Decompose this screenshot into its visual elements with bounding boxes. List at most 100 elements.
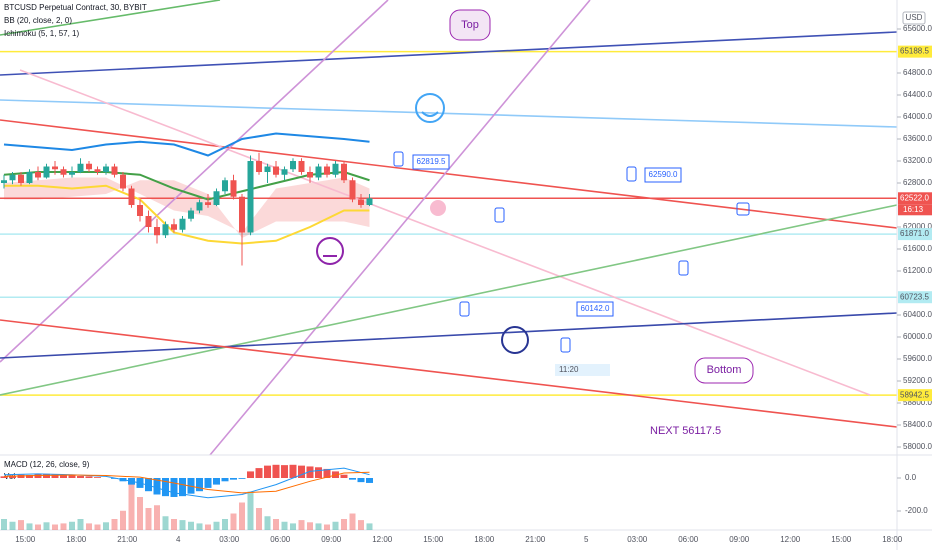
- hand-icon[interactable]: [494, 207, 505, 223]
- time-marker-text: 11:20: [559, 365, 579, 374]
- indicator-label: BB (20, close, 2, 0): [4, 16, 72, 25]
- candle-body: [205, 202, 211, 205]
- currency-badge[interactable]: [902, 11, 926, 25]
- candle-body: [120, 174, 126, 189]
- price-tick-label: 64800.0: [903, 68, 932, 77]
- volume-bar: [9, 521, 16, 530]
- volume-bar: [273, 519, 279, 530]
- volume-bar: [307, 522, 313, 530]
- candle-body: [273, 166, 279, 175]
- macd-histogram: [272, 464, 280, 478]
- volume-bar: [103, 522, 109, 530]
- indicator-line: [4, 184, 370, 245]
- macd-histogram: [51, 474, 59, 478]
- candle-body: [111, 166, 118, 175]
- trend-line: [0, 204, 898, 396]
- time-label: 12:00: [372, 535, 393, 544]
- time-label: 18:00: [474, 535, 495, 544]
- currency-label: USD: [906, 13, 923, 22]
- volume-bar: [230, 513, 237, 530]
- trend-line: [19, 69, 871, 396]
- drawings: [0, 0, 898, 456]
- volume-bar: [43, 522, 50, 530]
- candle-body: [349, 180, 356, 200]
- candle-body: [43, 166, 50, 178]
- candle-body: [298, 161, 305, 172]
- volume-bar: [94, 524, 101, 530]
- volume-bar: [341, 519, 347, 530]
- hand-icon[interactable]: [459, 301, 470, 317]
- candle-body: [128, 188, 135, 205]
- price-tick-label: 64400.0: [903, 90, 932, 99]
- trend-line: [0, 319, 898, 428]
- time-label: 09:00: [321, 535, 342, 544]
- macd-histogram: [323, 468, 331, 478]
- candle-body: [230, 180, 237, 197]
- macd-histogram: [213, 478, 220, 485]
- macd-histogram: [230, 478, 237, 480]
- hand-icon[interactable]: [678, 260, 689, 276]
- volume-bar: [52, 524, 58, 530]
- volume-bar: [315, 523, 322, 530]
- candle-body: [162, 224, 169, 236]
- price-tick-label: 61600.0: [903, 244, 932, 253]
- candle-body: [86, 163, 92, 170]
- price-badge: [898, 45, 932, 58]
- cat-icon[interactable]: [430, 200, 446, 216]
- callout-bubble[interactable]: [694, 357, 754, 384]
- candle-body: [281, 169, 288, 175]
- hand-icon[interactable]: [736, 202, 750, 216]
- price-callout-text: 62590.0: [649, 170, 678, 179]
- price-tick-label: 58400.0: [903, 420, 932, 429]
- price-callout[interactable]: [412, 154, 450, 170]
- macd-histogram: [221, 478, 229, 482]
- countdown-badge: [898, 204, 932, 216]
- volume-bar: [77, 519, 84, 530]
- trend-line: [0, 99, 898, 128]
- macd-line: [3, 471, 370, 494]
- emoji-icon: [421, 111, 439, 117]
- volume-bar: [247, 491, 254, 530]
- macd-tick-label: 0.0: [905, 473, 917, 482]
- emoji-icon[interactable]: [316, 237, 344, 265]
- hand-icon[interactable]: [393, 151, 404, 167]
- volume-bar: [35, 524, 41, 530]
- macd-histogram: [162, 478, 169, 497]
- candle-body: [341, 163, 347, 181]
- price-badge-label: 65188.5: [900, 47, 929, 56]
- candle-body: [18, 174, 24, 183]
- candle-body: [35, 172, 41, 178]
- indicator-label: MACD (12, 26, close, 9): [4, 460, 90, 469]
- price-callout[interactable]: [576, 301, 614, 317]
- time-label: 21:00: [117, 535, 138, 544]
- volume-bar: [222, 519, 228, 530]
- candle-body: [171, 224, 177, 230]
- hand-icon[interactable]: [560, 337, 571, 353]
- price-badge: [898, 291, 932, 304]
- volume-bar: [162, 516, 169, 530]
- time-label: 03:00: [627, 535, 648, 544]
- volume-bar: [332, 521, 339, 530]
- candle-body: [264, 166, 271, 172]
- candle-body: [196, 202, 203, 211]
- macd-histogram: [85, 476, 93, 478]
- price-tick-label: 63200.0: [903, 156, 932, 165]
- candle-body: [60, 169, 67, 175]
- callout-bubble[interactable]: [449, 9, 491, 41]
- macd-histogram: [34, 474, 42, 478]
- volume-bar: [290, 523, 296, 530]
- time-marker: [555, 364, 610, 376]
- price-badge: [898, 389, 932, 402]
- countdown-label: 16:13: [903, 205, 924, 214]
- macd-histogram: [357, 478, 365, 483]
- price-tick-label: 62800.0: [903, 178, 932, 187]
- price-callout[interactable]: [644, 167, 682, 183]
- emoji-icon[interactable]: [415, 93, 445, 123]
- emoji-icon[interactable]: [501, 326, 529, 354]
- candle-body: [26, 172, 33, 183]
- macd-histogram: [281, 465, 288, 478]
- volume-bar: [26, 523, 33, 530]
- time-label: 09:00: [729, 535, 750, 544]
- macd-histogram: [340, 474, 348, 478]
- hand-icon[interactable]: [626, 166, 637, 182]
